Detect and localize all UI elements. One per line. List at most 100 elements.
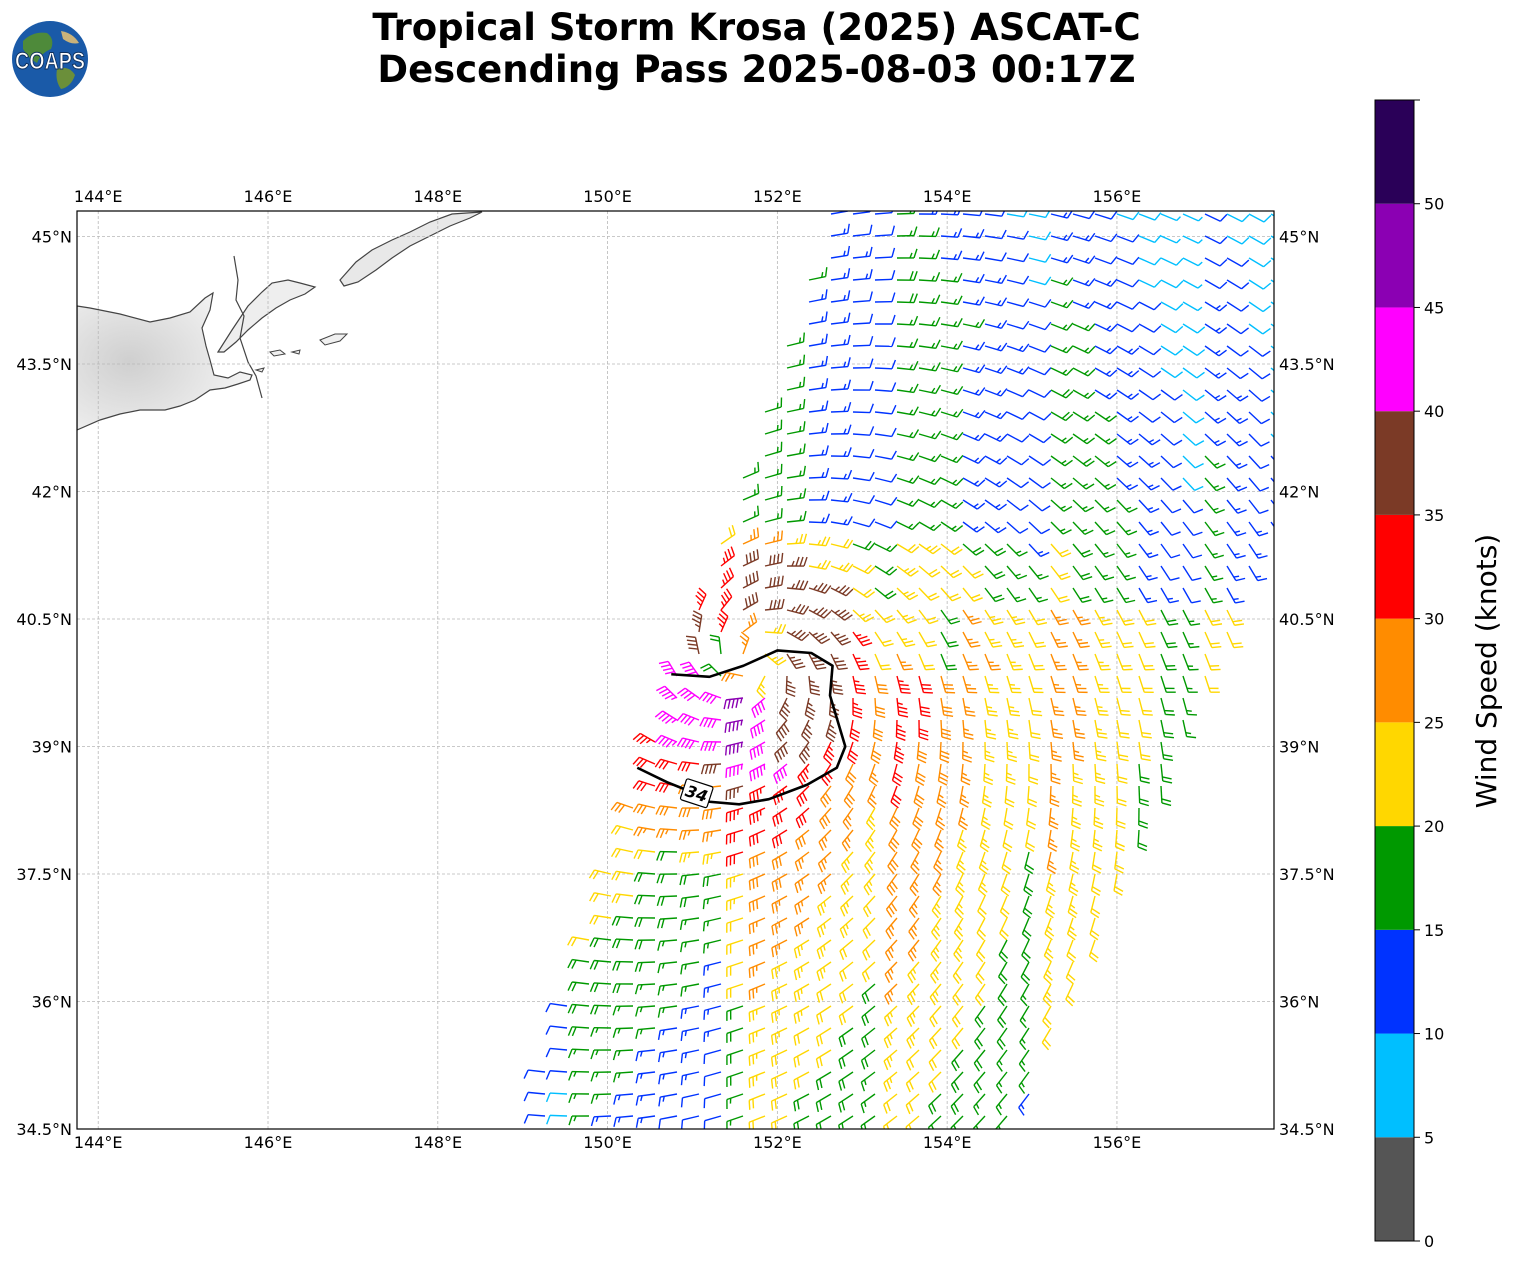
wind-barb [951, 1005, 964, 1028]
wind-barb [1160, 323, 1184, 334]
wind-barb [984, 719, 997, 740]
wind-barb [1028, 411, 1052, 421]
wind-barb [896, 697, 909, 718]
wind-barb [896, 452, 920, 462]
wind-barb [568, 1115, 590, 1126]
wind-barb [1204, 543, 1224, 559]
wind-barb [940, 211, 961, 216]
wind-barb [808, 490, 830, 501]
wind-barb [940, 454, 964, 464]
wind-barb [1160, 213, 1181, 222]
wind-barb [1006, 719, 1019, 740]
wind-barb [893, 741, 905, 764]
wind-barb [700, 763, 722, 775]
wind-barb [973, 1071, 986, 1094]
wind-barb [1045, 895, 1056, 919]
wind-barb [951, 1027, 964, 1050]
wind-barb [1160, 609, 1179, 626]
wind-barb [891, 763, 903, 787]
wind-barb [635, 1071, 656, 1084]
wind-barb [1270, 345, 1274, 350]
wind-barb [962, 653, 979, 671]
wind-barb [1248, 235, 1272, 245]
wind-barb [995, 1071, 1008, 1094]
wind-barb [1160, 565, 1180, 581]
wind-barb [748, 1005, 766, 1022]
wind-barb [1160, 235, 1181, 244]
wind-barb [1204, 323, 1228, 334]
wind-barb [523, 1069, 546, 1079]
wind-barb [907, 939, 920, 962]
wind-barb [657, 1027, 678, 1040]
wind-barb [984, 543, 1007, 557]
wind-barb [676, 737, 700, 750]
wind-barb [1116, 323, 1140, 333]
wind-barb [1006, 275, 1030, 285]
wind-barb [1089, 917, 1100, 941]
colorbar-segment [1375, 1033, 1414, 1138]
lon-tick-label-bottom: 152°E [753, 1133, 802, 1152]
wind-barb [748, 851, 766, 869]
lon-tick-label-top: 146°E [244, 187, 293, 206]
wind-barb [678, 829, 700, 841]
wind-barb [1114, 851, 1125, 874]
wind-barb [997, 983, 1008, 1007]
wind-barb [1116, 631, 1134, 649]
wind-barb [611, 938, 634, 949]
wind-barb [613, 1093, 634, 1105]
contour-label: 34 [679, 778, 714, 809]
wind-barb [929, 1005, 942, 1028]
wind-barb [940, 408, 964, 418]
wind-barb [1028, 276, 1052, 286]
wind-barb [962, 565, 984, 579]
wind-barb [1028, 631, 1046, 648]
wind-barb [1072, 697, 1087, 717]
wind-barb [1094, 499, 1116, 513]
wind-barb [795, 829, 810, 850]
colorbar-tick-label: 5 [1424, 1128, 1434, 1147]
wind-barb [1002, 829, 1013, 853]
34-knot-contour: 34 [636, 649, 847, 809]
wind-barb [962, 719, 974, 740]
wind-barb [1204, 675, 1220, 693]
wind-barb [962, 609, 982, 625]
wind-barb [1182, 675, 1198, 693]
wind-barb [1116, 763, 1128, 784]
kuril-island [339, 211, 483, 287]
wind-barb [962, 675, 978, 694]
wind-barb [883, 1071, 898, 1092]
wind-barb [977, 895, 987, 919]
wind-barb [1050, 565, 1071, 581]
wind-barb [940, 228, 963, 238]
colorbar-tick-label: 45 [1424, 298, 1444, 317]
wind-barb [889, 807, 901, 831]
wind-barb [840, 873, 854, 895]
wind-barb [1116, 455, 1139, 468]
colorbar-segment [1375, 203, 1414, 308]
wind-barb [679, 917, 700, 930]
wind-barb [958, 807, 969, 831]
wind-barb [699, 717, 722, 729]
wind-barb [852, 564, 876, 575]
wind-barb [874, 247, 896, 259]
wind-barb [1006, 433, 1030, 443]
wind-barb [940, 631, 959, 648]
wind-barb [962, 432, 986, 442]
wind-barb [632, 756, 656, 768]
kuril-island [268, 349, 287, 357]
wind-barb [1182, 631, 1200, 649]
wind-barb [852, 631, 873, 647]
wind-barb [911, 829, 923, 853]
wind-barb [1248, 257, 1272, 268]
wind-barb [1116, 367, 1140, 378]
wind-barb [680, 1093, 700, 1108]
wind-barb [1018, 1093, 1030, 1116]
wind-barb [1094, 543, 1115, 558]
wind-barb [742, 549, 760, 567]
wind-barb [928, 1027, 942, 1050]
wind-barb [1072, 323, 1096, 332]
wind-barb [940, 295, 963, 305]
wind-barb [896, 631, 916, 648]
lat-tick-label-left: 42°N [32, 483, 72, 502]
wind-barb [1072, 741, 1085, 762]
